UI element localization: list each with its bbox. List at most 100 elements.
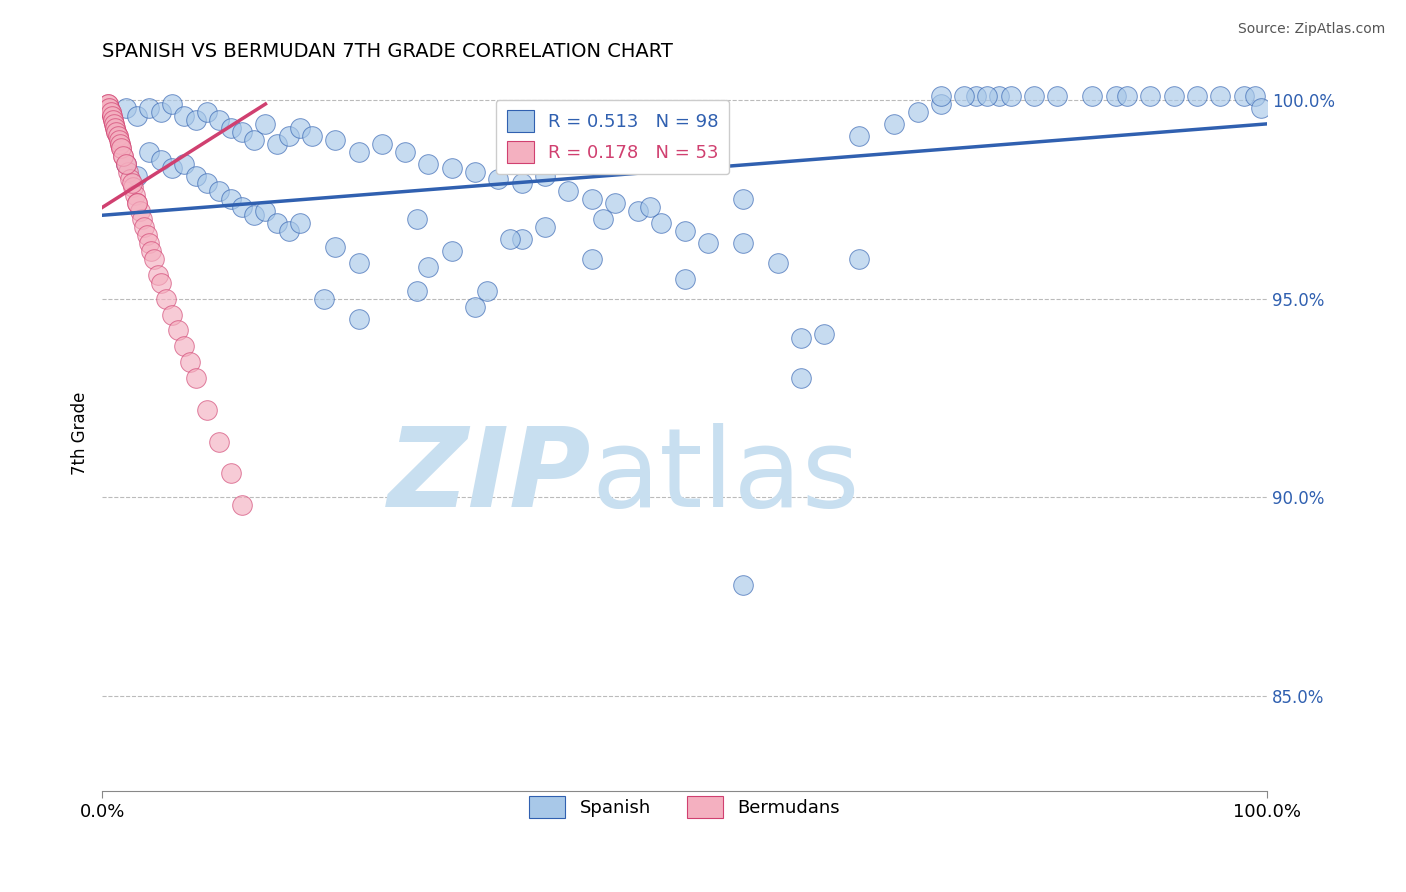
Point bbox=[371, 136, 394, 151]
Point bbox=[184, 112, 207, 127]
Point bbox=[231, 200, 253, 214]
Point bbox=[627, 204, 650, 219]
Text: SPANISH VS BERMUDAN 7TH GRADE CORRELATION CHART: SPANISH VS BERMUDAN 7TH GRADE CORRELATIO… bbox=[103, 42, 673, 61]
Point bbox=[1116, 89, 1139, 103]
Point bbox=[1000, 89, 1022, 103]
Point bbox=[988, 89, 1011, 103]
Point bbox=[418, 156, 440, 170]
Point bbox=[173, 109, 195, 123]
Point bbox=[323, 133, 346, 147]
Point bbox=[101, 112, 124, 127]
Point bbox=[141, 244, 163, 258]
Point bbox=[440, 244, 463, 258]
Point bbox=[108, 136, 131, 151]
Point bbox=[208, 185, 231, 199]
Point bbox=[557, 185, 579, 199]
Point bbox=[1163, 89, 1185, 103]
Point bbox=[98, 101, 121, 115]
Point bbox=[103, 117, 125, 131]
Text: ZIP: ZIP bbox=[388, 423, 592, 530]
Point bbox=[114, 101, 136, 115]
Point bbox=[347, 311, 370, 326]
Point bbox=[162, 161, 184, 175]
Point bbox=[173, 156, 195, 170]
Point bbox=[114, 156, 136, 170]
Point bbox=[114, 156, 136, 170]
Point bbox=[673, 272, 696, 286]
Point bbox=[1233, 89, 1256, 103]
Point bbox=[117, 164, 139, 178]
Point bbox=[534, 220, 557, 235]
Point bbox=[138, 235, 160, 250]
Point bbox=[323, 240, 346, 254]
Y-axis label: 7th Grade: 7th Grade bbox=[72, 392, 89, 475]
Point bbox=[195, 177, 218, 191]
Point bbox=[184, 371, 207, 385]
Point bbox=[105, 125, 128, 139]
Point bbox=[98, 101, 121, 115]
Text: atlas: atlas bbox=[592, 423, 860, 530]
Point bbox=[1209, 89, 1232, 103]
Point bbox=[149, 276, 172, 290]
Point bbox=[121, 180, 143, 194]
Point bbox=[162, 308, 184, 322]
Point bbox=[638, 200, 661, 214]
Point bbox=[266, 216, 288, 230]
Point bbox=[173, 339, 195, 353]
Point bbox=[848, 252, 870, 266]
Point bbox=[97, 97, 120, 112]
Point bbox=[100, 109, 122, 123]
Point bbox=[697, 235, 720, 250]
Point bbox=[127, 169, 149, 183]
Point bbox=[790, 331, 813, 345]
Point bbox=[243, 208, 266, 222]
Point bbox=[534, 169, 557, 183]
Point bbox=[105, 125, 128, 139]
Point bbox=[1185, 89, 1208, 103]
Point bbox=[104, 120, 127, 135]
Point bbox=[418, 260, 440, 274]
Point bbox=[266, 136, 288, 151]
Point bbox=[440, 161, 463, 175]
Point bbox=[731, 192, 754, 206]
Point bbox=[127, 109, 149, 123]
Point bbox=[290, 120, 312, 135]
Point bbox=[195, 403, 218, 417]
Point bbox=[510, 232, 533, 246]
Point bbox=[120, 172, 142, 186]
Point bbox=[231, 498, 253, 512]
Point bbox=[290, 216, 312, 230]
Point bbox=[243, 133, 266, 147]
Point bbox=[301, 128, 323, 143]
Point bbox=[167, 323, 190, 337]
Point bbox=[110, 141, 132, 155]
Point bbox=[312, 292, 335, 306]
Point bbox=[103, 117, 125, 131]
Point bbox=[107, 128, 129, 143]
Point bbox=[650, 216, 672, 230]
Point bbox=[581, 252, 603, 266]
Point bbox=[953, 89, 976, 103]
Point bbox=[100, 105, 122, 120]
Point bbox=[347, 256, 370, 270]
Point bbox=[1139, 89, 1161, 103]
Point bbox=[104, 120, 127, 135]
Point bbox=[486, 172, 509, 186]
Point bbox=[138, 145, 160, 159]
Point bbox=[142, 252, 165, 266]
Legend: Spanish, Bermudans: Spanish, Bermudans bbox=[522, 789, 848, 825]
Point bbox=[1081, 89, 1104, 103]
Point bbox=[1104, 89, 1126, 103]
Point bbox=[179, 355, 201, 369]
Point bbox=[1250, 101, 1272, 115]
Point bbox=[254, 204, 277, 219]
Point bbox=[131, 212, 153, 227]
Point bbox=[219, 120, 242, 135]
Point bbox=[592, 212, 614, 227]
Point bbox=[134, 220, 156, 235]
Point bbox=[162, 97, 184, 112]
Point bbox=[100, 109, 122, 123]
Point bbox=[347, 145, 370, 159]
Point bbox=[101, 112, 124, 127]
Point bbox=[603, 196, 626, 211]
